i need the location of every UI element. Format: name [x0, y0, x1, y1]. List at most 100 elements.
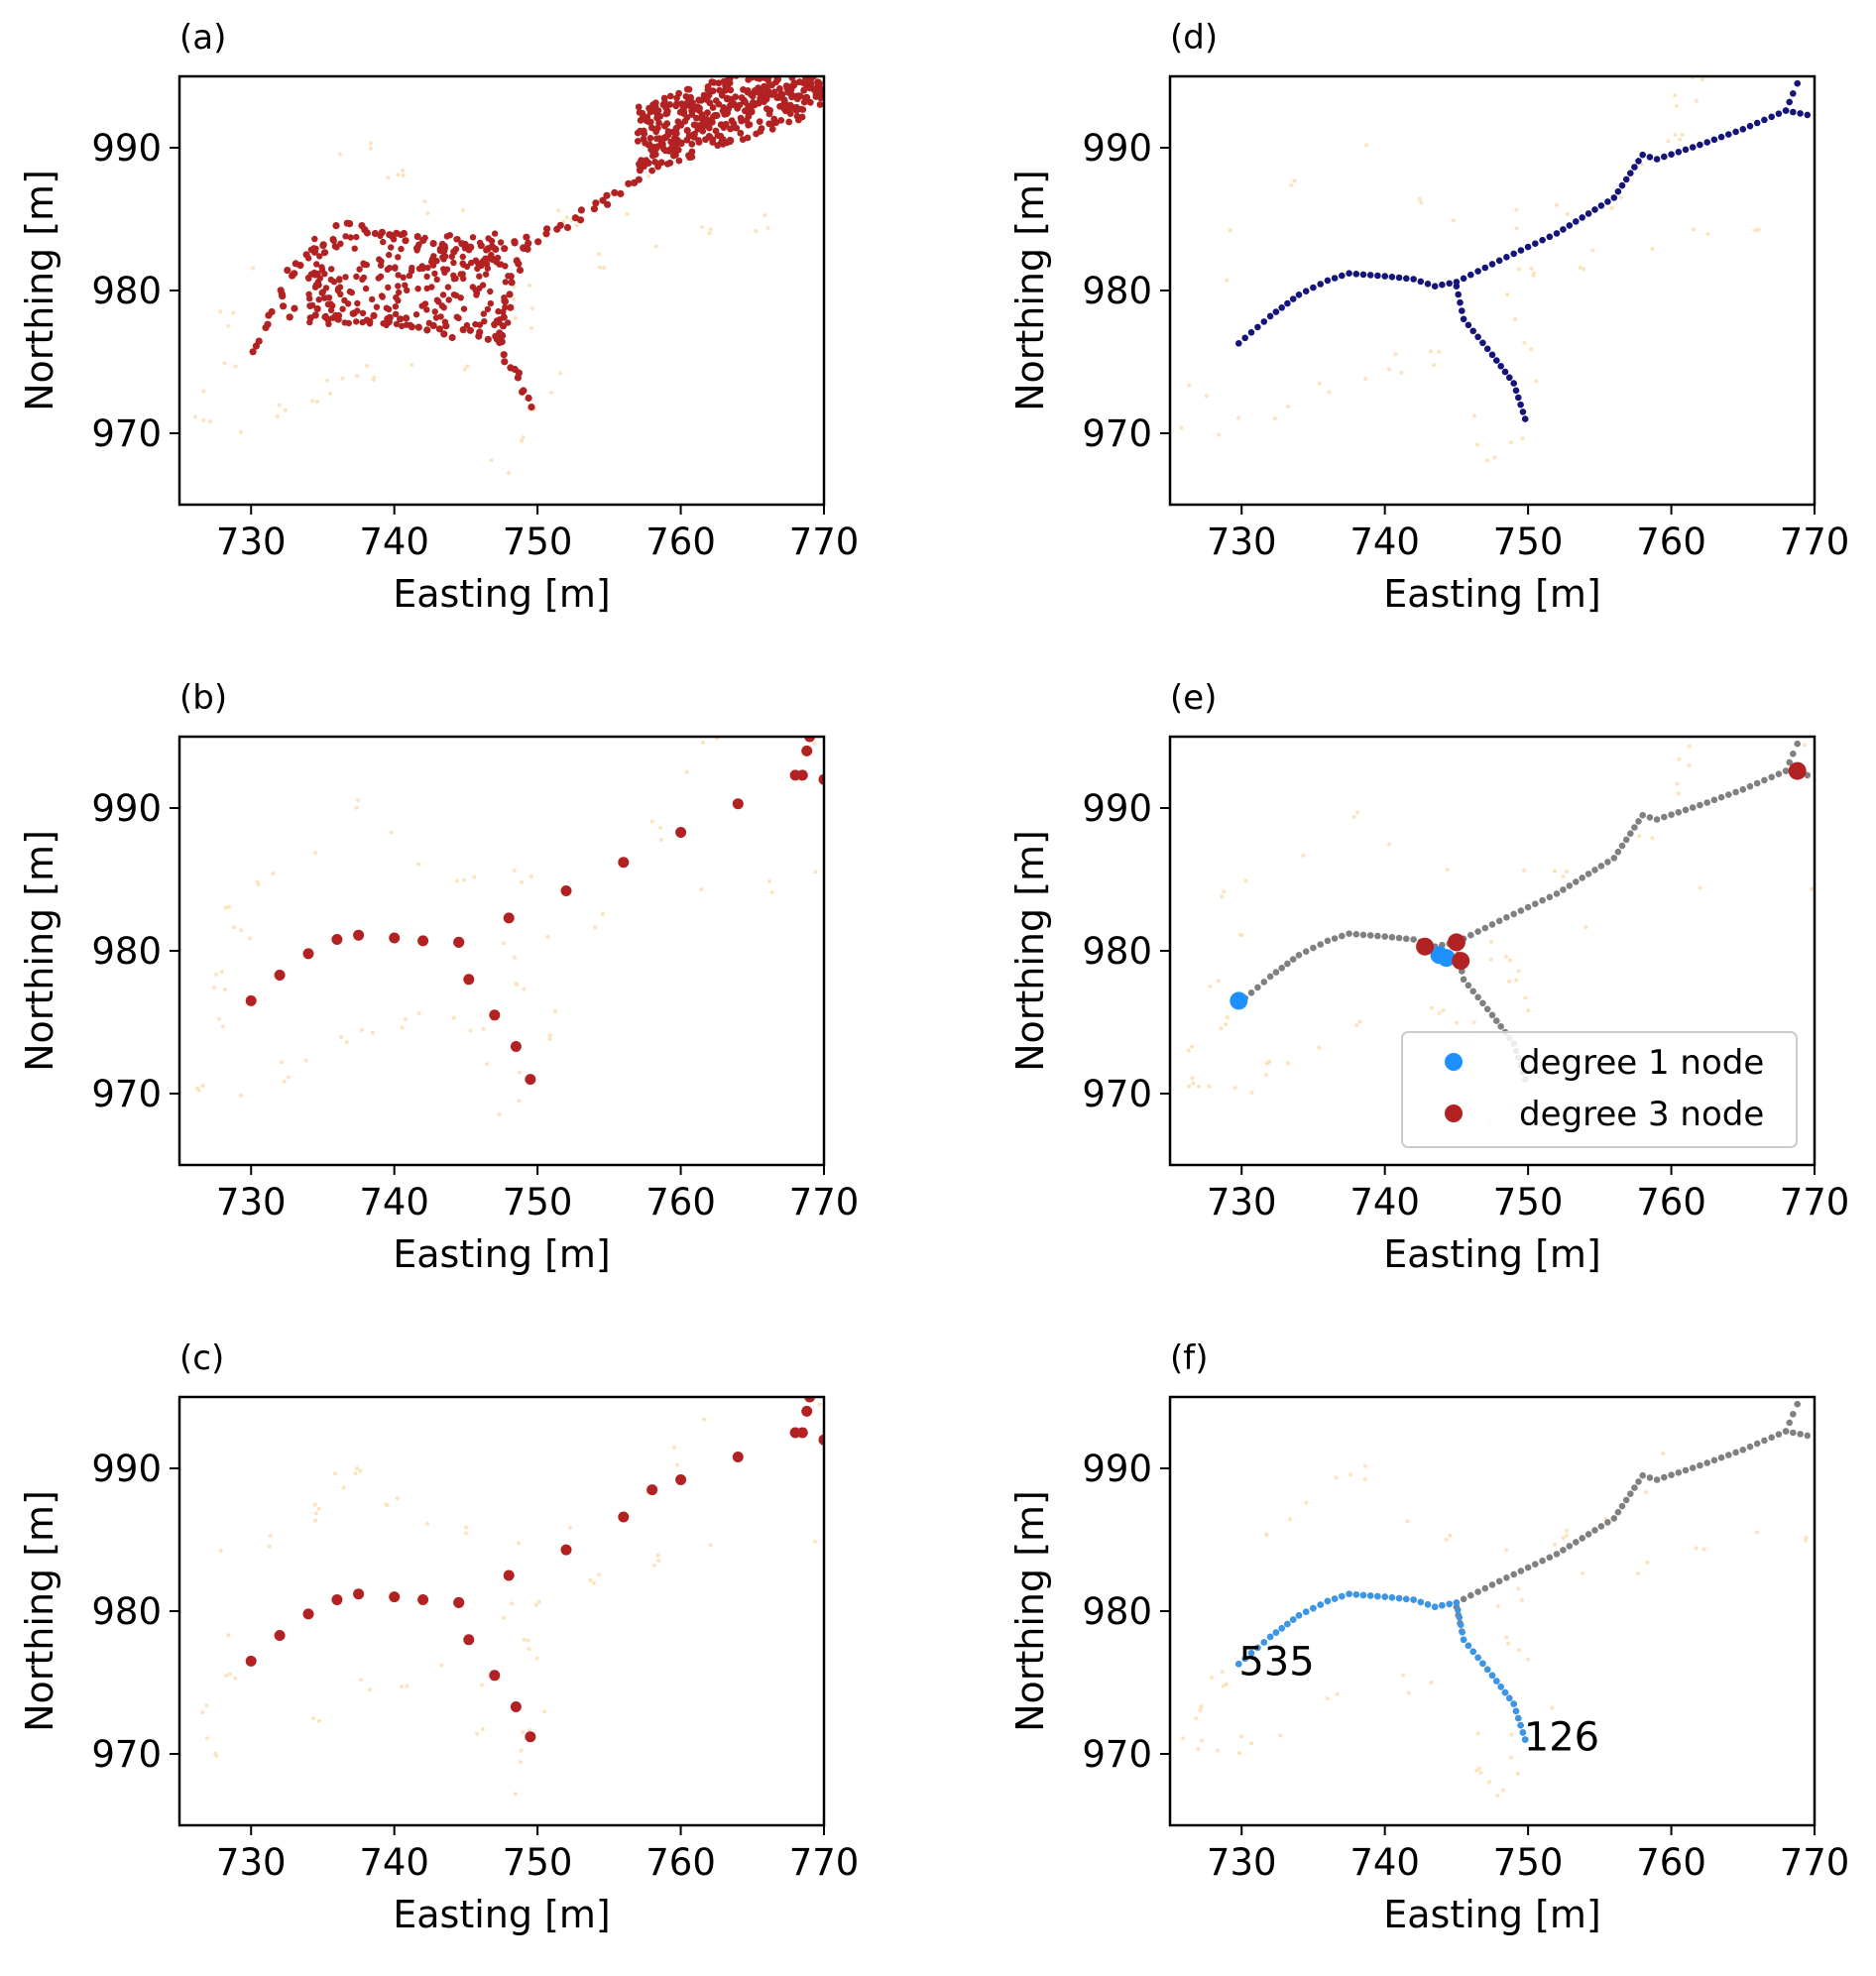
data-point: [785, 62, 792, 69]
cloud-point: [672, 1445, 676, 1450]
y-tick-label: 990: [1082, 1448, 1152, 1490]
data-point: [1302, 288, 1310, 295]
data-point: [724, 82, 731, 90]
data-point: [1622, 1496, 1630, 1504]
cloud-point: [769, 890, 774, 894]
data-point: [635, 175, 643, 183]
cloud-point: [472, 874, 477, 879]
data-point: [689, 106, 697, 114]
x-tick-label: 760: [645, 1841, 716, 1884]
data-point: [1790, 751, 1797, 757]
data-point: [469, 284, 477, 291]
cloud-point: [1520, 1597, 1524, 1602]
data-point: [1254, 984, 1261, 991]
data-point: [431, 308, 438, 315]
data-point: [1517, 401, 1524, 408]
cloud-point: [355, 374, 360, 379]
data-point: [1510, 380, 1517, 387]
data-point: [1566, 222, 1574, 229]
cloud-point: [1363, 1463, 1368, 1468]
data-point: [603, 191, 611, 199]
data-point: [453, 236, 460, 243]
cloud-point: [1590, 248, 1595, 253]
data-point: [395, 272, 402, 279]
cloud-point: [464, 1531, 468, 1536]
data-point: [1289, 956, 1297, 963]
data-point: [661, 122, 668, 130]
data-point: [782, 64, 789, 71]
shortest-path-point: [1457, 1621, 1465, 1629]
data-point: [385, 305, 393, 313]
data-point: [305, 291, 312, 297]
data-point: [1459, 307, 1466, 314]
data-point: [792, 55, 799, 61]
cloud-point: [1687, 763, 1692, 768]
shortest-path-point: [1431, 1603, 1439, 1610]
data-point: [1797, 1431, 1804, 1438]
cloud-point: [708, 227, 713, 232]
cloud-point: [1399, 370, 1404, 375]
data-point: [786, 110, 794, 117]
data-point: [1639, 151, 1646, 159]
cloud-point: [1225, 1682, 1229, 1686]
data-point: [1488, 1011, 1496, 1019]
cloud-point: [1561, 874, 1566, 879]
cloud-point: [656, 1559, 661, 1563]
data-point: [801, 66, 808, 73]
shortest-path-point: [1479, 1660, 1486, 1668]
data-point: [356, 266, 363, 273]
data-point: [721, 110, 729, 118]
data-point: [637, 127, 644, 135]
data-point: [1786, 758, 1793, 766]
cloud-point: [1618, 195, 1623, 200]
data-point: [672, 130, 680, 138]
data-point: [814, 82, 821, 90]
cloud-point: [460, 208, 465, 213]
cloud-point: [1492, 455, 1497, 460]
data-point: [310, 269, 318, 277]
data-point: [1310, 944, 1317, 952]
cloud-point: [368, 141, 373, 146]
cloud-point: [220, 1024, 225, 1029]
data-point: [757, 128, 764, 135]
data-point: [506, 291, 514, 298]
shortest-path-point: [1469, 1648, 1476, 1656]
data-point: [1266, 973, 1274, 981]
data-point: [1631, 824, 1638, 831]
cloud-point: [1677, 756, 1682, 761]
data-point: [1689, 804, 1697, 811]
data-point: [644, 159, 650, 167]
cloud-point: [1220, 894, 1225, 899]
data-point: [370, 311, 378, 319]
data-point: [783, 66, 790, 73]
cloud-point: [1583, 925, 1588, 929]
data-point: [1610, 194, 1618, 201]
legend-entry: degree 1 node: [1519, 1043, 1764, 1083]
data-point: [774, 76, 782, 83]
data-point: [1553, 230, 1561, 237]
cloud-point: [558, 371, 563, 376]
data-point: [675, 827, 687, 838]
data-point: [1497, 1023, 1504, 1030]
cloud-point: [522, 987, 527, 991]
y-tick-label: 980: [91, 1590, 162, 1633]
data-point: [369, 295, 376, 303]
data-point: [440, 330, 448, 338]
data-point: [1403, 935, 1410, 943]
data-point: [709, 87, 717, 95]
data-point: [1374, 272, 1381, 280]
data-point: [476, 273, 483, 280]
legend: degree 1 node degree 3 node: [1401, 1031, 1798, 1148]
data-point: [1768, 773, 1775, 781]
data-point: [802, 46, 809, 53]
cloud-point: [1504, 954, 1509, 959]
data-point: [316, 253, 323, 260]
cloud-point: [1674, 103, 1679, 108]
data-point: [1618, 1502, 1626, 1510]
data-point: [1753, 119, 1761, 127]
cloud-point: [425, 211, 430, 215]
data-point: [784, 56, 791, 62]
data-point: [327, 276, 335, 284]
cloud-point: [1521, 868, 1526, 872]
data-point: [618, 1511, 630, 1523]
